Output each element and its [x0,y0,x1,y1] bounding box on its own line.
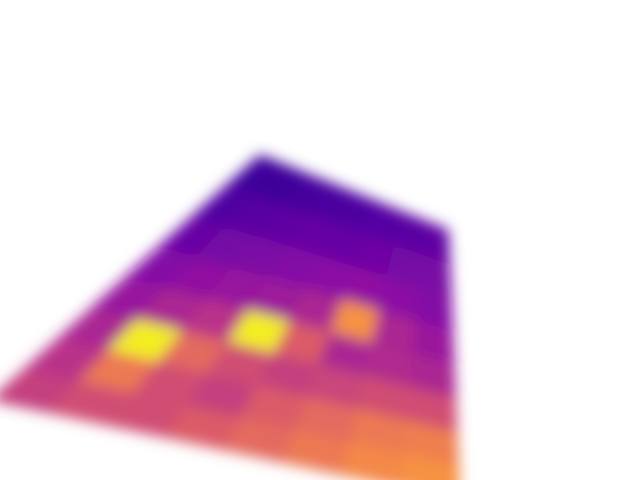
heatmap-cell [341,441,405,480]
heatmap-cells [0,154,460,480]
heatmap-cell [401,453,460,480]
